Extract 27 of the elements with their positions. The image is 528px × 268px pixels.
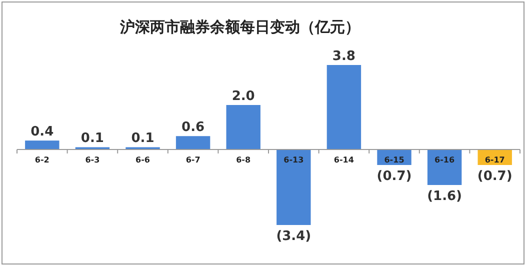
x-tick-label: 6-17 — [484, 155, 505, 164]
data-label: 0.1 — [131, 131, 154, 146]
data-label: (1.6) — [427, 189, 462, 204]
x-tick-label: 6-3 — [85, 155, 100, 164]
x-tick-label: 6-14 — [334, 155, 354, 164]
data-label: 0.1 — [80, 131, 104, 146]
data-label: 0.4 — [30, 124, 54, 140]
data-label: (3.4) — [276, 229, 312, 244]
bar — [176, 136, 210, 150]
data-label: (0.7) — [477, 169, 512, 184]
x-tick-label: 6-2 — [34, 155, 50, 164]
x-tick-label: 6-6 — [136, 155, 150, 164]
x-tick-label: 6-13 — [284, 155, 304, 164]
data-label: 2.0 — [232, 89, 255, 104]
bar — [276, 149, 311, 225]
bar — [326, 65, 362, 150]
x-tick-label: 6-7 — [186, 155, 200, 164]
data-label: (0.7) — [376, 169, 412, 184]
data-label: 0.6 — [182, 120, 205, 136]
bar — [25, 140, 60, 150]
x-tick-label: 6-8 — [236, 155, 252, 164]
bar — [226, 105, 260, 150]
chart-title: 沪深两市融券余额每日变动（亿元） — [119, 18, 360, 36]
x-tick-label: 6-15 — [384, 155, 405, 164]
x-tick-label: 6-16 — [434, 155, 455, 164]
data-label: 3.8 — [332, 49, 356, 64]
bar — [427, 149, 462, 185]
